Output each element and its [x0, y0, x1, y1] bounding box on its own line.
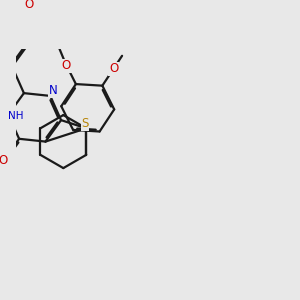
Text: NH: NH — [8, 111, 23, 121]
Text: N: N — [49, 84, 57, 97]
Text: O: O — [109, 62, 118, 75]
Text: S: S — [81, 117, 88, 130]
Text: O: O — [24, 0, 34, 11]
Text: O: O — [0, 154, 8, 167]
Text: O: O — [62, 59, 71, 72]
